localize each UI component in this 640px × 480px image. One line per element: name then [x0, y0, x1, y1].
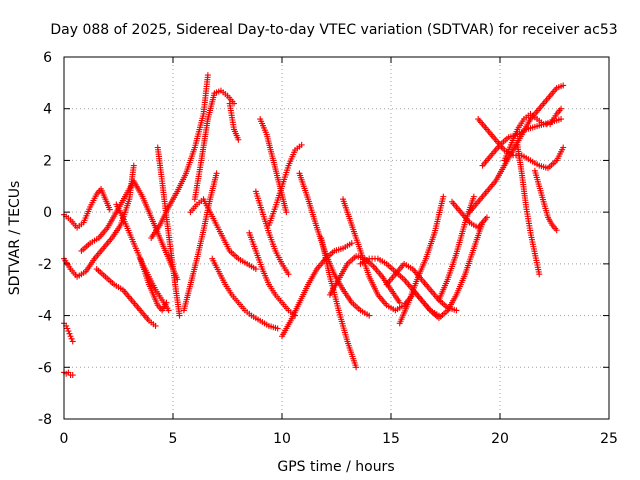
- data-point: [558, 116, 565, 123]
- data-point: [560, 82, 567, 89]
- data-point: [69, 372, 76, 379]
- x-tick-label: 5: [169, 431, 178, 447]
- data-point: [553, 227, 560, 234]
- y-tick-label: 0: [43, 205, 52, 221]
- data-point: [396, 299, 403, 306]
- y-axis-label: SDTVAR / TECUs: [7, 181, 23, 296]
- series-track-03: [61, 185, 113, 231]
- series-track-35: [514, 141, 543, 278]
- x-axis-label: GPS time / hours: [277, 459, 394, 475]
- x-tick-label: 20: [491, 431, 509, 447]
- data-point: [64, 325, 71, 332]
- series-track-10: [148, 72, 211, 241]
- series-track-08: [137, 255, 170, 314]
- y-tick-label: -2: [38, 257, 52, 273]
- y-tick-label: 6: [43, 50, 52, 66]
- data-point: [204, 72, 211, 79]
- y-tick-label: 2: [43, 153, 52, 169]
- data-point: [106, 206, 113, 213]
- data-point: [235, 136, 242, 143]
- data-point: [558, 105, 565, 112]
- y-tick-label: -8: [38, 412, 52, 428]
- data-point: [453, 307, 460, 314]
- x-tick-label: 25: [600, 431, 618, 447]
- y-tick-labels: -8 -6 -4 -2 0 2 4 6: [38, 50, 52, 428]
- x-tick-label: 15: [382, 431, 400, 447]
- data-point: [440, 193, 447, 200]
- data-point: [536, 271, 543, 278]
- series-track-17: [252, 188, 292, 278]
- y-tick-label: 4: [43, 102, 52, 118]
- data-point: [130, 162, 137, 169]
- data-points: [61, 72, 567, 379]
- series-track-20: [279, 240, 355, 340]
- data-point: [560, 144, 567, 151]
- data-point: [152, 322, 159, 329]
- data-point: [65, 328, 72, 335]
- series-track-27: [396, 193, 447, 327]
- series-track-23: [326, 253, 403, 306]
- data-point: [353, 364, 360, 371]
- plot-frame: [63, 56, 610, 420]
- series-track-12: [191, 87, 238, 203]
- data-point: [366, 312, 373, 319]
- series-track-13: [226, 100, 242, 143]
- data-point: [69, 338, 76, 345]
- data-point: [274, 325, 281, 332]
- data-point: [252, 266, 259, 273]
- series-track-04: [61, 162, 137, 280]
- x-tick-label: 0: [60, 431, 69, 447]
- chart-title: Day 088 of 2025, Sidereal Day-to-day VTE…: [50, 22, 617, 38]
- series-track-14: [187, 196, 259, 273]
- data-point: [213, 170, 220, 177]
- y-tick-label: -4: [38, 309, 52, 325]
- data-point: [348, 240, 355, 247]
- series-track-28: [409, 219, 486, 322]
- y-tick-label: -6: [38, 360, 52, 376]
- data-point: [165, 307, 172, 314]
- data-point: [298, 141, 305, 148]
- axis-ticks: [63, 56, 610, 420]
- data-point: [68, 335, 75, 342]
- series-track-09: [154, 144, 183, 319]
- grid-lines: [64, 57, 609, 419]
- x-tick-label: 10: [273, 431, 291, 447]
- series-track-32: [479, 116, 565, 169]
- data-point: [176, 312, 183, 319]
- data-point: [67, 333, 74, 340]
- series-track-15: [209, 255, 281, 332]
- data-point: [283, 209, 290, 216]
- data-point: [483, 214, 490, 221]
- series-track-22: [318, 235, 360, 371]
- data-point: [163, 299, 170, 306]
- series-track-06: [93, 266, 159, 329]
- series-track-30: [449, 198, 490, 231]
- data-point: [285, 271, 292, 278]
- series-track-36: [531, 167, 560, 234]
- series-track-19: [265, 141, 305, 229]
- x-tick-labels: 0 5 10 15 20 25: [60, 431, 618, 447]
- series-track-34: [501, 105, 565, 164]
- data-point: [470, 193, 477, 200]
- data-point: [66, 330, 73, 337]
